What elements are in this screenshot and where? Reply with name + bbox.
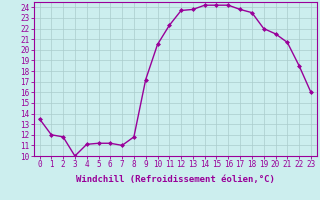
X-axis label: Windchill (Refroidissement éolien,°C): Windchill (Refroidissement éolien,°C) (76, 175, 275, 184)
